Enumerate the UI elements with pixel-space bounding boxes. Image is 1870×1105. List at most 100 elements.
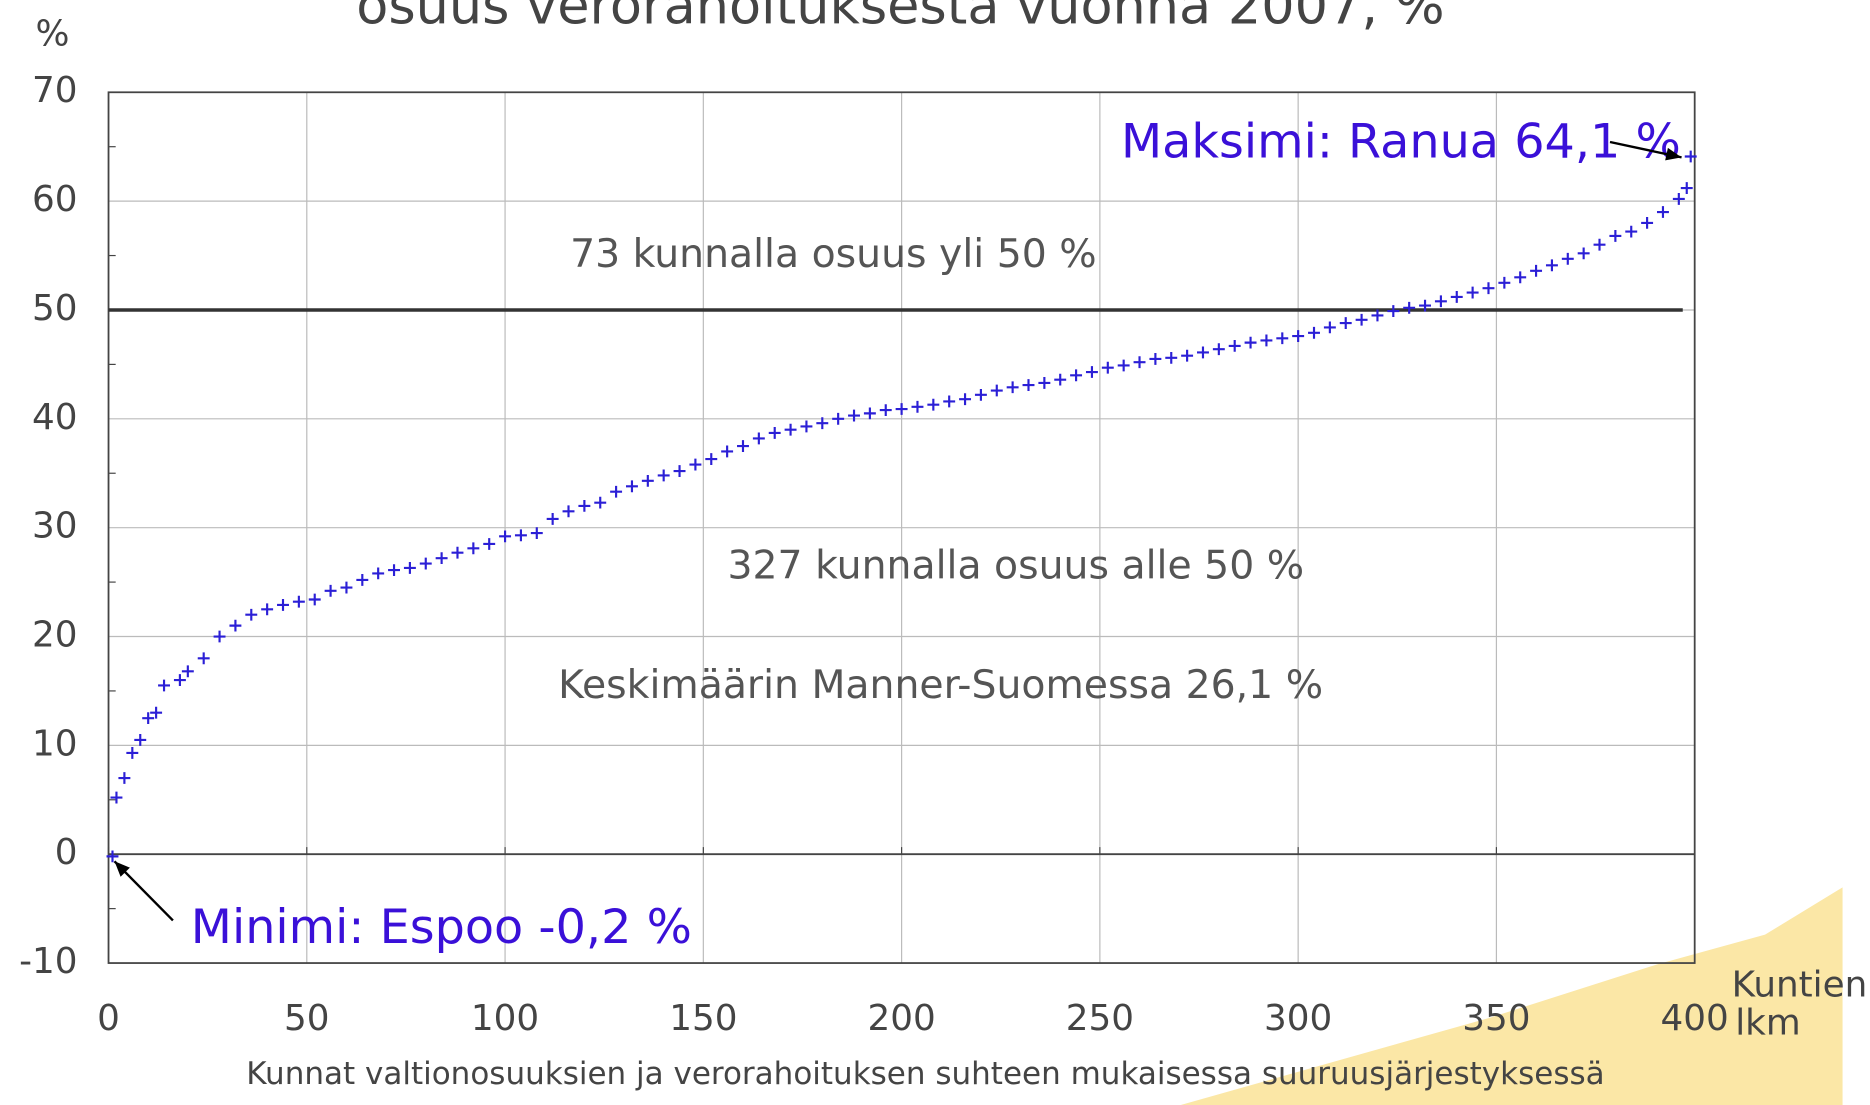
point bbox=[562, 505, 575, 518]
point bbox=[1101, 361, 1114, 374]
point bbox=[1117, 359, 1130, 372]
annotation: 73 kunnalla osuus yli 50 % bbox=[570, 232, 1097, 277]
point bbox=[895, 403, 908, 415]
point bbox=[752, 432, 765, 445]
point bbox=[1212, 343, 1225, 356]
point bbox=[737, 440, 749, 452]
y-tick-label: 30 bbox=[32, 506, 78, 547]
point bbox=[1276, 332, 1289, 345]
x-tick-label: 300 bbox=[1264, 998, 1332, 1039]
point bbox=[1561, 252, 1574, 265]
point bbox=[514, 529, 527, 542]
point bbox=[118, 772, 131, 784]
annotation: Maksimi: Ranua 64,1 % bbox=[1121, 114, 1681, 169]
point bbox=[1656, 206, 1669, 218]
x-tick-label: 250 bbox=[1066, 998, 1134, 1039]
point bbox=[134, 733, 147, 746]
point bbox=[1006, 381, 1019, 394]
point bbox=[816, 417, 829, 430]
point bbox=[1228, 339, 1241, 352]
point bbox=[943, 395, 956, 408]
point bbox=[705, 453, 718, 466]
x-tick-label: 100 bbox=[471, 998, 539, 1039]
point bbox=[150, 706, 163, 719]
point bbox=[721, 445, 734, 458]
point bbox=[974, 388, 987, 401]
point bbox=[1323, 321, 1336, 334]
point bbox=[1498, 276, 1511, 289]
point bbox=[126, 747, 139, 759]
point bbox=[1308, 326, 1320, 339]
point bbox=[388, 564, 400, 577]
chart-body: osuus verorahoituksesta vuonna 2007, % %… bbox=[19, 0, 1867, 1105]
point bbox=[340, 581, 353, 594]
point bbox=[372, 567, 385, 580]
point bbox=[261, 603, 274, 616]
annotation: Minimi: Espoo -0,2 % bbox=[191, 900, 692, 955]
point bbox=[610, 485, 623, 498]
point bbox=[1419, 299, 1432, 312]
point bbox=[324, 584, 337, 597]
point bbox=[657, 469, 670, 482]
point bbox=[990, 384, 1003, 397]
x-tick-label: 50 bbox=[284, 998, 330, 1039]
point bbox=[1450, 290, 1463, 303]
point bbox=[1482, 282, 1495, 295]
point bbox=[1133, 356, 1146, 369]
point bbox=[848, 409, 860, 422]
point bbox=[530, 527, 543, 540]
point bbox=[578, 499, 591, 512]
x-tick-label: 400 bbox=[1661, 998, 1729, 1039]
point bbox=[292, 595, 305, 608]
point bbox=[594, 496, 607, 509]
arrow-head bbox=[1665, 147, 1682, 161]
point bbox=[1593, 238, 1606, 251]
point bbox=[356, 573, 369, 586]
point bbox=[1260, 334, 1273, 347]
y-tick-label: 40 bbox=[32, 397, 78, 438]
point bbox=[879, 404, 892, 417]
point bbox=[499, 530, 512, 543]
point bbox=[800, 420, 813, 433]
point bbox=[1684, 150, 1697, 163]
point bbox=[784, 423, 797, 436]
point bbox=[1244, 336, 1257, 349]
point bbox=[641, 474, 654, 487]
point bbox=[1577, 247, 1590, 260]
point bbox=[1165, 351, 1178, 364]
point bbox=[1339, 317, 1352, 329]
point bbox=[1434, 295, 1447, 308]
point bbox=[1197, 346, 1209, 359]
point bbox=[1514, 271, 1527, 284]
point bbox=[245, 608, 258, 621]
point bbox=[467, 542, 480, 555]
point bbox=[419, 557, 432, 570]
point bbox=[1466, 286, 1479, 299]
point bbox=[911, 400, 924, 413]
point bbox=[1641, 216, 1654, 229]
point bbox=[229, 619, 242, 632]
point bbox=[625, 480, 638, 493]
y-tick-label: 60 bbox=[32, 179, 78, 220]
point bbox=[1149, 353, 1162, 365]
x-unit: Kuntien bbox=[1732, 965, 1868, 1006]
point bbox=[1403, 301, 1416, 314]
chart-title: osuus verorahoituksesta vuonna 2007, % bbox=[356, 0, 1444, 36]
point bbox=[959, 393, 972, 406]
x-tick-label: 150 bbox=[669, 998, 737, 1039]
point bbox=[1038, 376, 1051, 389]
point bbox=[308, 593, 321, 606]
x-tick-label: 350 bbox=[1462, 998, 1530, 1039]
point bbox=[1387, 305, 1400, 317]
point bbox=[1292, 330, 1305, 343]
point bbox=[768, 427, 781, 439]
point bbox=[483, 538, 496, 550]
y-tick-label: 20 bbox=[32, 615, 78, 656]
x-tick-label: 0 bbox=[97, 998, 120, 1039]
decoration bbox=[1180, 887, 1843, 1105]
point bbox=[546, 513, 559, 525]
annotation: 327 kunnalla osuus alle 50 % bbox=[727, 543, 1304, 588]
y-tick-label: 50 bbox=[32, 288, 78, 329]
